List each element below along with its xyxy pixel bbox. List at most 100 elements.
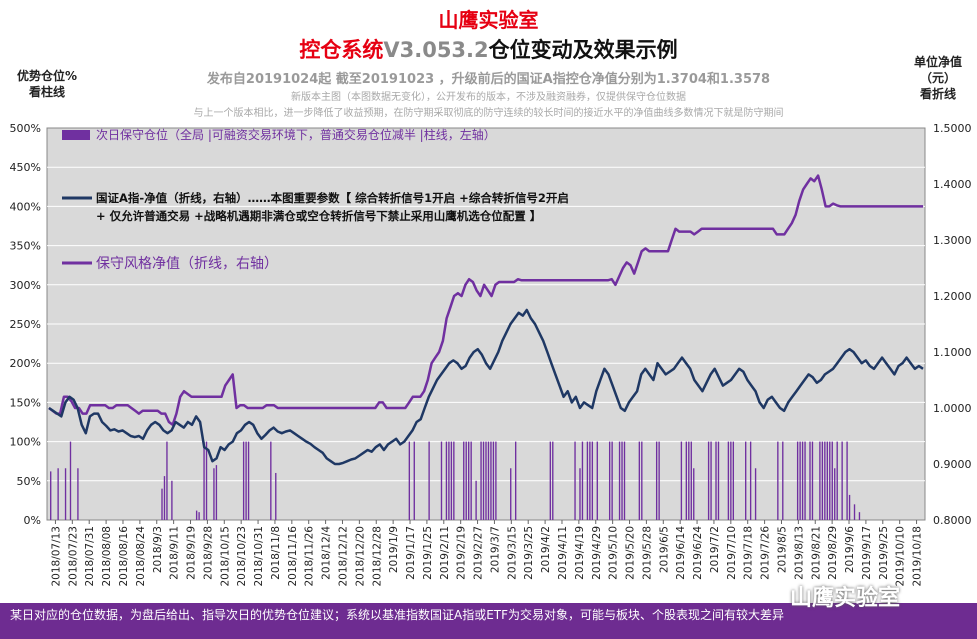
bar (64, 468, 67, 520)
bar (707, 441, 710, 520)
x-tick-label: 2018/11/26 (304, 526, 316, 587)
bar (57, 468, 59, 520)
x-tick-label: 2018/12/20 (354, 526, 366, 587)
bar (586, 441, 589, 520)
legend-bar-label: 次日保守仓位（全局 |可融资交易环境下，普通交易仓位减半 |柱线，左轴） (96, 127, 496, 142)
x-tick-label: 2018/11/8 (270, 526, 282, 580)
x-tick-label: 2018/9/11 (169, 526, 181, 580)
bar (834, 468, 836, 520)
bar (829, 441, 831, 520)
bar (242, 441, 245, 520)
bar (745, 441, 747, 520)
strategy-nav-line (48, 174, 924, 427)
bar (836, 441, 838, 520)
x-tick-label: 2019/1/9 (388, 526, 400, 573)
bar (475, 480, 477, 520)
x-tick-label: 2018/08/16 (118, 526, 130, 587)
bar (215, 465, 218, 520)
bar (804, 441, 806, 520)
right-axis-title-line1: 单位净值 (913, 55, 962, 69)
left-axis-title: 优势仓位% 看柱线 (2, 68, 92, 100)
x-tick-label: 2019/4/29 (591, 526, 603, 580)
chart-title: 控仓系统V3.053.2仓位变动及效果示例 (0, 34, 977, 64)
x-tick-label: 2018/10/23 (236, 526, 248, 587)
bar (163, 476, 166, 520)
left-tick-label: 450% (10, 161, 41, 174)
bar (608, 441, 611, 520)
x-tick-label: 2019/7/10 (726, 526, 738, 580)
bar (453, 441, 455, 520)
bar (171, 480, 173, 520)
x-tick-label: 2018/08/08 (101, 526, 113, 587)
x-tick-label: 2019/10/18 (912, 526, 924, 587)
right-tick-label: 1.1000 (933, 346, 972, 359)
right-axis-title: 单位净值 （元） 看折线 (900, 54, 976, 102)
x-tick-label: 2019/8/29 (827, 526, 839, 580)
left-axis-title-line2: 看柱线 (28, 85, 65, 99)
bar (445, 441, 448, 520)
bar (638, 441, 641, 520)
bar (77, 468, 79, 520)
x-tick-label: 2019/3/15 (506, 526, 518, 580)
bar (685, 441, 688, 520)
right-axis-title-line3: 看折线 (919, 87, 956, 101)
x-tick-label: 2019/3/25 (523, 526, 535, 580)
bar (440, 441, 443, 520)
bar (621, 441, 623, 520)
bar (275, 472, 277, 520)
bar (203, 441, 205, 520)
x-tick-label: 2019/9/6 (844, 526, 856, 573)
right-tick-label: 1.5000 (933, 122, 972, 135)
x-tick-label: 2018/9/19 (186, 526, 198, 580)
x-tick-label: 2018/07/13 (50, 526, 62, 587)
bar (831, 441, 833, 520)
left-tick-label: 250% (10, 318, 41, 331)
bar (596, 441, 598, 520)
bar (846, 441, 848, 520)
chart-note-2: 与上一个版本相比，进一步降低了收益预期，在防守期采取彻底的防守连续的较长时间的接… (193, 108, 784, 119)
legend-strategy-label: 保守风格净值（折线，右轴） (96, 256, 278, 272)
bar (495, 441, 497, 520)
left-tick-label: 300% (10, 279, 41, 292)
bar (490, 441, 492, 520)
x-tick-label: 2018/11/16 (287, 526, 299, 587)
bar (428, 441, 430, 520)
bar (245, 441, 247, 520)
bar (848, 494, 851, 520)
x-tick-label: 2019/6/14 (675, 526, 687, 580)
bar (782, 441, 784, 520)
legend-bar-swatch (62, 130, 90, 140)
x-tick-label: 2018/12/4 (321, 526, 333, 580)
bar (492, 441, 495, 520)
chart-svg: 0% 50% 100% 150% 200% 250% 300% 350% 400% 450% 500… (10, 122, 972, 587)
bar (809, 441, 811, 520)
bar (841, 441, 843, 520)
x-tick-label: 2019/7/26 (760, 526, 772, 580)
bar (824, 441, 826, 520)
x-tick-label: 2019/8/5 (776, 526, 788, 573)
bar (819, 441, 821, 520)
bar (821, 441, 824, 520)
x-tick-label: 2018/08/24 (135, 526, 147, 587)
x-tick-label: 2019/6/24 (692, 526, 704, 580)
bar (413, 441, 415, 520)
bar (205, 441, 208, 520)
x-tick-label: 2019/2/27 (473, 526, 485, 580)
bar (710, 441, 712, 520)
bar (448, 441, 450, 520)
title-rest: 仓位变动及效果示例 (488, 38, 678, 62)
watermark-logo: 山鹰实验室 (790, 586, 901, 611)
x-tick-label: 2019/9/25 (878, 526, 890, 580)
x-tick-label: 2018/07/31 (84, 526, 96, 587)
x-tick-label: 2019/4/19 (574, 526, 586, 580)
right-tick-label: 1.2000 (933, 290, 972, 303)
left-tick-label: 500% (10, 122, 41, 135)
left-tick-label: 0% (24, 514, 41, 527)
x-tick-label: 2019/4/11 (557, 526, 569, 580)
legend-index-label: 国证A指-净值（折线，右轴）……本图重要参数【 综合转折信号1开启 +综合转折信… (96, 191, 573, 223)
bar (589, 441, 591, 520)
bar (468, 441, 470, 520)
bar (510, 468, 512, 520)
bar (690, 441, 692, 520)
left-tick-label: 400% (10, 200, 41, 213)
